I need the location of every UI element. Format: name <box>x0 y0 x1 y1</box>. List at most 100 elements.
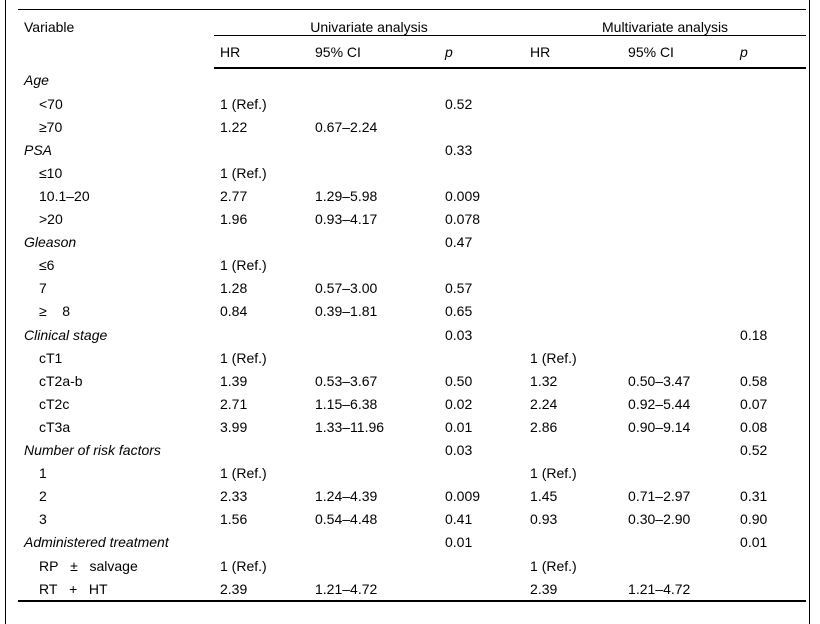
hr-univariate-cell: 2.39 <box>220 580 248 597</box>
ci-multivariate-cell <box>622 300 734 323</box>
hr-univariate-cell <box>214 531 309 554</box>
p-univariate-header: p <box>439 35 525 69</box>
p-multivariate-header: p <box>734 35 807 69</box>
ci-univariate-cell: 1.15–6.38 <box>315 395 378 412</box>
variable-cell: 3 <box>39 511 47 528</box>
table-row: 1 1 (Ref.) 1 (Ref.) <box>18 462 806 485</box>
ci-univariate-cell <box>309 161 439 184</box>
hr-univariate-cell: 1 (Ref.) <box>220 349 267 366</box>
table-header: Variable Univariate analysis Multivariat… <box>18 9 807 69</box>
hr-multivariate-cell <box>524 184 622 207</box>
ci-multivariate-cell <box>622 161 734 184</box>
table-row: >20 1.96 0.93–4.17 0.078 <box>18 208 806 231</box>
variable-cell: Age <box>24 72 49 89</box>
ci-univariate-cell <box>309 323 439 346</box>
ci-univariate-cell: 0.93–4.17 <box>315 211 378 228</box>
hr-multivariate-cell <box>524 323 622 346</box>
ci-multivariate-cell: 0.92–5.44 <box>628 395 691 412</box>
variable-cell: Administered treatment <box>24 534 169 551</box>
p-univariate-cell: 0.52 <box>445 95 473 112</box>
ci-univariate-cell: 0.39–1.81 <box>315 303 378 320</box>
p-multivariate-cell: 0.90 <box>740 511 768 528</box>
hr-multivariate-cell: 0.93 <box>530 511 558 528</box>
table-body: Age <70 1 (Ref.) 0.52 ≥70 1.22 0.67–2.24 PSA 0.3… <box>18 68 806 601</box>
variable-cell: 7 <box>39 280 47 297</box>
hr-univariate-cell <box>214 68 309 92</box>
ci-univariate-cell <box>309 439 439 462</box>
p-multivariate-cell <box>734 184 806 207</box>
hr-multivariate-cell: 2.24 <box>530 395 558 412</box>
ci-univariate-cell <box>309 138 439 161</box>
ci-univariate-cell <box>309 554 439 577</box>
ci-multivariate-cell <box>622 184 734 207</box>
ci-multivariate-cell <box>622 462 734 485</box>
ci-multivariate-cell <box>622 323 734 346</box>
ci-univariate-header: 95% CI <box>309 35 439 69</box>
variable-cell: Gleason <box>24 234 77 251</box>
variable-cell: Number of risk factors <box>24 442 161 459</box>
table-row: 7 1.28 0.57–3.00 0.57 <box>18 277 806 300</box>
ci-multivariate-cell <box>622 138 734 161</box>
variable-cell: <70 <box>39 95 63 112</box>
hr-univariate-cell: 0.84 <box>220 303 248 320</box>
p-multivariate-cell: 0.18 <box>740 326 768 343</box>
p-multivariate-cell: 0.52 <box>740 442 768 459</box>
table-row: ≥ 8 0.84 0.39–1.81 0.65 <box>18 300 806 323</box>
p-multivariate-cell <box>734 231 806 254</box>
figure-frame: Variable Univariate analysis Multivariat… <box>5 0 810 624</box>
univariate-group-header: Univariate analysis <box>214 9 525 36</box>
hr-multivariate-cell <box>524 231 622 254</box>
ci-multivariate-cell <box>622 254 734 277</box>
variable-cell: 1 <box>39 465 47 482</box>
ci-univariate-cell <box>309 346 439 369</box>
variable-column-header: Variable <box>24 19 75 35</box>
ci-univariate-cell <box>309 68 439 92</box>
table-row: cT2a-b 1.39 0.53–3.67 0.50 1.32 0.50–3.47 0.58 <box>18 369 806 392</box>
p-univariate-cell: 0.078 <box>445 211 481 228</box>
table-row: cT1 1 (Ref.) 1 (Ref.) <box>18 346 806 369</box>
hr-multivariate-cell: 1.32 <box>530 372 558 389</box>
p-univariate-cell: 0.01 <box>445 534 473 551</box>
hr-multivariate-header: HR <box>524 35 623 69</box>
p-multivariate-cell: 0.07 <box>740 395 768 412</box>
section-row: Administered treatment 0.01 0.01 <box>18 531 806 554</box>
hr-univariate-cell: 1.96 <box>220 211 248 228</box>
hr-multivariate-cell: 1 (Ref.) <box>530 557 577 574</box>
p-univariate-cell <box>439 554 524 577</box>
variable-cell: 10.1–20 <box>39 188 90 205</box>
ci-multivariate-cell <box>622 531 734 554</box>
ci-multivariate-cell <box>622 92 734 115</box>
ci-multivariate-cell: 0.71–2.97 <box>628 488 691 505</box>
ci-multivariate-cell <box>622 115 734 138</box>
hr-univariate-cell: 3.99 <box>220 418 248 435</box>
ci-multivariate-cell: 0.50–3.47 <box>628 372 691 389</box>
hr-univariate-cell: 2.77 <box>220 188 248 205</box>
ci-multivariate-header: 95% CI <box>622 35 735 69</box>
table-row: RP ± salvage 1 (Ref.) 1 (Ref.) <box>18 554 806 577</box>
ci-univariate-cell: 0.67–2.24 <box>315 118 378 135</box>
ci-multivariate-cell <box>622 554 734 577</box>
p-univariate-cell: 0.57 <box>445 280 473 297</box>
p-univariate-cell: 0.03 <box>445 326 473 343</box>
ci-univariate-cell: 1.33–11.96 <box>315 418 385 435</box>
hr-multivariate-cell <box>524 277 622 300</box>
table-row: ≤6 1 (Ref.) <box>18 254 806 277</box>
p-univariate-cell <box>439 577 524 601</box>
p-multivariate-cell: 0.08 <box>740 418 768 435</box>
variable-cell: 2 <box>39 488 47 505</box>
subheader-row: HR 95% CI p HR 95% CI p <box>18 35 807 69</box>
variable-cell: cT3a <box>39 418 71 435</box>
hr-multivariate-cell <box>524 254 622 277</box>
hr-univariate-cell <box>214 231 309 254</box>
section-row: Clinical stage 0.03 0.18 <box>18 323 806 346</box>
variable-cell: ≥ 8 <box>39 303 71 320</box>
variable-cell: ≤6 <box>39 257 55 274</box>
hr-multivariate-cell: 2.86 <box>530 418 558 435</box>
ci-univariate-cell <box>309 531 439 554</box>
hr-univariate-cell <box>214 439 309 462</box>
ci-multivariate-cell <box>622 208 734 231</box>
variable-cell: cT1 <box>39 349 63 366</box>
p-multivariate-cell <box>734 115 806 138</box>
ci-univariate-cell <box>309 254 439 277</box>
hr-multivariate-cell <box>524 138 622 161</box>
